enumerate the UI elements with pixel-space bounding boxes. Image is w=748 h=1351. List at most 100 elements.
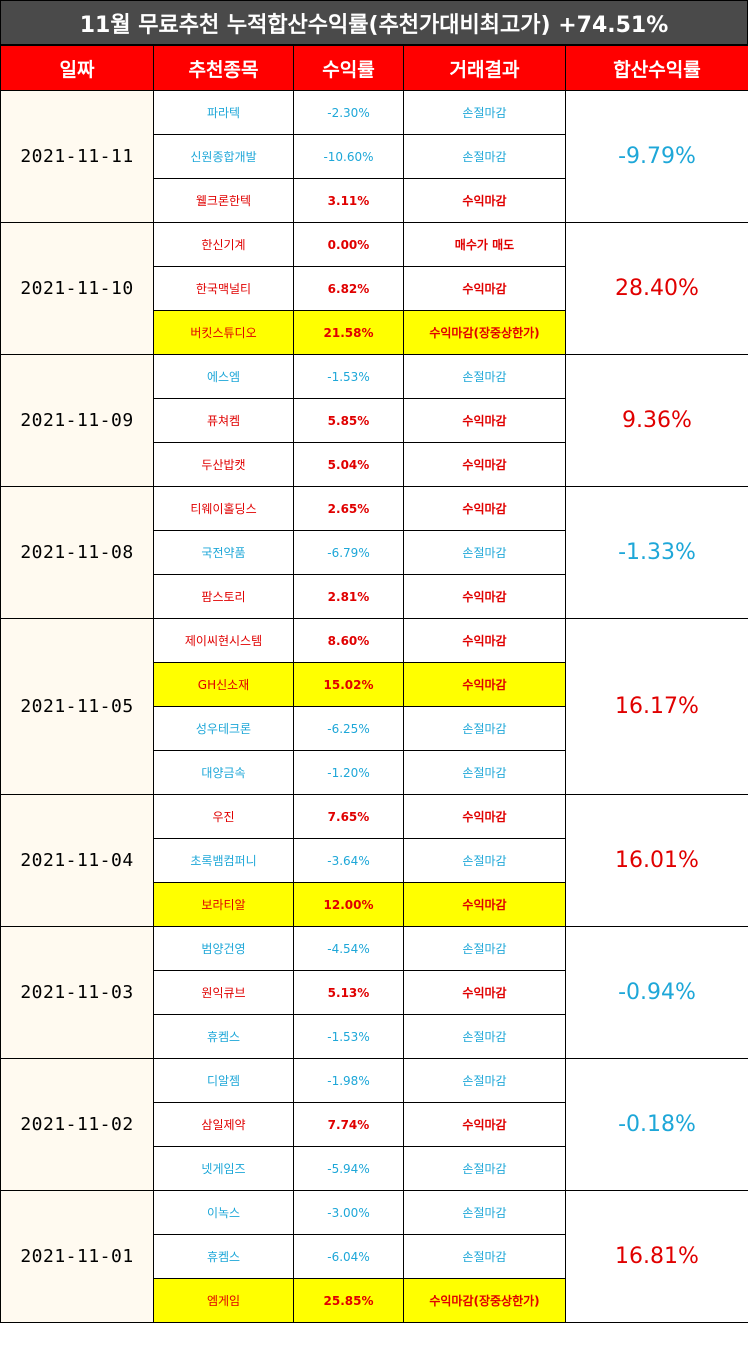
table-row: 2021-11-08 티웨이홀딩스 2.65% 수익마감 -1.33% — [0, 486, 748, 619]
rate-cell: 21.58% — [293, 310, 404, 355]
table-row: 2021-11-10 한신기계 0.00% 매수가 매도 28.40% — [0, 222, 748, 355]
table-row: 2021-11-01 이녹스 -3.00% 손절마감 16.81% — [0, 1190, 748, 1323]
table-row: GH신소재 15.02% 수익마감 — [1, 662, 748, 707]
rate-cell: -4.54% — [293, 926, 404, 971]
table-row: 2021-11-02 디알젬 -1.98% 손절마감 -0.18% — [0, 1058, 748, 1191]
date-cell: 2021-11-08 — [0, 486, 154, 619]
total-rate-cell: 9.36% — [565, 354, 748, 487]
total-rate-cell: 16.81% — [565, 1190, 748, 1323]
header-date: 일짜 — [0, 45, 154, 91]
result-cell: 손절마감 — [403, 530, 566, 575]
result-cell: 손절마감 — [403, 90, 566, 135]
header-total: 합산수익률 — [565, 45, 748, 91]
stock-name-cell: 팜스토리 — [153, 574, 294, 619]
result-cell: 수익마감 — [403, 574, 566, 619]
result-cell: 수익마감 — [403, 266, 566, 311]
rate-cell: -2.30% — [293, 90, 404, 135]
result-cell: 수익마감(장중상한가) — [403, 1278, 566, 1323]
stock-name-cell: 이녹스 — [153, 1190, 294, 1235]
rate-cell: -6.04% — [293, 1234, 404, 1279]
date-cell: 2021-11-01 — [0, 1190, 154, 1323]
result-cell: 손절마감 — [403, 838, 566, 883]
stock-name-cell: 신원종합개발 — [153, 134, 294, 179]
result-cell: 수익마감 — [403, 662, 566, 707]
stock-name-cell: 초록뱀컴퍼니 — [153, 838, 294, 883]
table-body: 2021-11-11 파라텍 -2.30% 손절마감 -9.79% 신원종합개발 -10.6… — [0, 90, 748, 1323]
table-row: 보라티알 12.00% 수익마감 — [1, 882, 748, 927]
table-row: 퓨쳐켐 5.85% 수익마감 — [1, 398, 748, 443]
result-cell: 수익마감(장중상한가) — [403, 310, 566, 355]
stock-name-cell: 두산밥캣 — [153, 442, 294, 487]
result-cell: 손절마감 — [403, 1190, 566, 1235]
table-row: 2021-11-03 범양건영 -4.54% 손절마감 -0.94% — [0, 926, 748, 1059]
total-rate-cell: -9.79% — [565, 90, 748, 223]
header-result: 거래결과 — [403, 45, 566, 91]
stock-name-cell: 휴켐스 — [153, 1014, 294, 1059]
table-row: 삼일제약 7.74% 수익마감 — [1, 1102, 748, 1147]
result-cell: 손절마감 — [403, 750, 566, 795]
stock-name-cell: 엠게임 — [153, 1278, 294, 1323]
stock-name-cell: 삼일제약 — [153, 1102, 294, 1147]
table-row: 두산밥캣 5.04% 수익마감 — [1, 442, 748, 487]
total-rate-cell: 16.17% — [565, 618, 748, 795]
result-cell: 손절마감 — [403, 1234, 566, 1279]
stock-name-cell: 파라텍 — [153, 90, 294, 135]
total-rate-cell: -0.18% — [565, 1058, 748, 1191]
rate-cell: -1.53% — [293, 354, 404, 399]
table-row: 2021-11-11 파라텍 -2.30% 손절마감 -9.79% — [0, 90, 748, 223]
result-cell: 수익마감 — [403, 442, 566, 487]
stock-name-cell: 원익큐브 — [153, 970, 294, 1015]
stock-name-cell: GH신소재 — [153, 662, 294, 707]
stock-name-cell: 디알젬 — [153, 1058, 294, 1103]
date-cell: 2021-11-05 — [0, 618, 154, 795]
rate-cell: -1.98% — [293, 1058, 404, 1103]
rate-cell: -1.20% — [293, 750, 404, 795]
result-cell: 수익마감 — [403, 486, 566, 531]
rate-cell: 15.02% — [293, 662, 404, 707]
stock-name-cell: 넷게임즈 — [153, 1146, 294, 1191]
table-row: 2021-11-05 제이씨현시스템 8.60% 수익마감 16.17% — [0, 618, 748, 795]
table-row: 버킷스튜디오 21.58% 수익마감(장중상한가) — [1, 310, 748, 355]
result-cell: 손절마감 — [403, 1146, 566, 1191]
header-stock: 추천종목 — [153, 45, 294, 91]
stock-name-cell: 범양건영 — [153, 926, 294, 971]
rate-cell: -6.25% — [293, 706, 404, 751]
rate-cell: -3.00% — [293, 1190, 404, 1235]
rate-cell: 5.04% — [293, 442, 404, 487]
rate-cell: -10.60% — [293, 134, 404, 179]
rate-cell: 5.85% — [293, 398, 404, 443]
table-row: 원익큐브 5.13% 수익마감 — [1, 970, 748, 1015]
stock-name-cell: 대양금속 — [153, 750, 294, 795]
date-cell: 2021-11-11 — [0, 90, 154, 223]
rate-cell: -5.94% — [293, 1146, 404, 1191]
rate-cell: 12.00% — [293, 882, 404, 927]
result-cell: 손절마감 — [403, 1014, 566, 1059]
rate-cell: 7.74% — [293, 1102, 404, 1147]
page-title: 11월 무료추천 누적합산수익률(추천가대비최고가) +74.51% — [0, 0, 748, 45]
rate-cell: 7.65% — [293, 794, 404, 839]
result-cell: 수익마감 — [403, 882, 566, 927]
stock-name-cell: 버킷스튜디오 — [153, 310, 294, 355]
result-cell: 손절마감 — [403, 1058, 566, 1103]
date-cell: 2021-11-10 — [0, 222, 154, 355]
date-cell: 2021-11-09 — [0, 354, 154, 487]
table-row: 2021-11-09 에스엠 -1.53% 손절마감 9.36% — [0, 354, 748, 487]
total-rate-cell: 28.40% — [565, 222, 748, 355]
rate-cell: -3.64% — [293, 838, 404, 883]
stock-name-cell: 퓨쳐켐 — [153, 398, 294, 443]
total-rate-cell: -0.94% — [565, 926, 748, 1059]
date-cell: 2021-11-04 — [0, 794, 154, 927]
stock-name-cell: 휴켐스 — [153, 1234, 294, 1279]
stock-name-cell: 에스엠 — [153, 354, 294, 399]
result-cell: 수익마감 — [403, 794, 566, 839]
table-row: 엠게임 25.85% 수익마감(장중상한가) — [1, 1278, 748, 1323]
result-cell: 수익마감 — [403, 178, 566, 223]
stock-name-cell: 성우테크론 — [153, 706, 294, 751]
rate-cell: -6.79% — [293, 530, 404, 575]
total-rate-cell: 16.01% — [565, 794, 748, 927]
result-cell: 손절마감 — [403, 926, 566, 971]
table-row: 웰크론한텍 3.11% 수익마감 — [1, 178, 748, 223]
stock-name-cell: 한국맥널티 — [153, 266, 294, 311]
rate-cell: 0.00% — [293, 222, 404, 267]
rate-cell: 25.85% — [293, 1278, 404, 1323]
